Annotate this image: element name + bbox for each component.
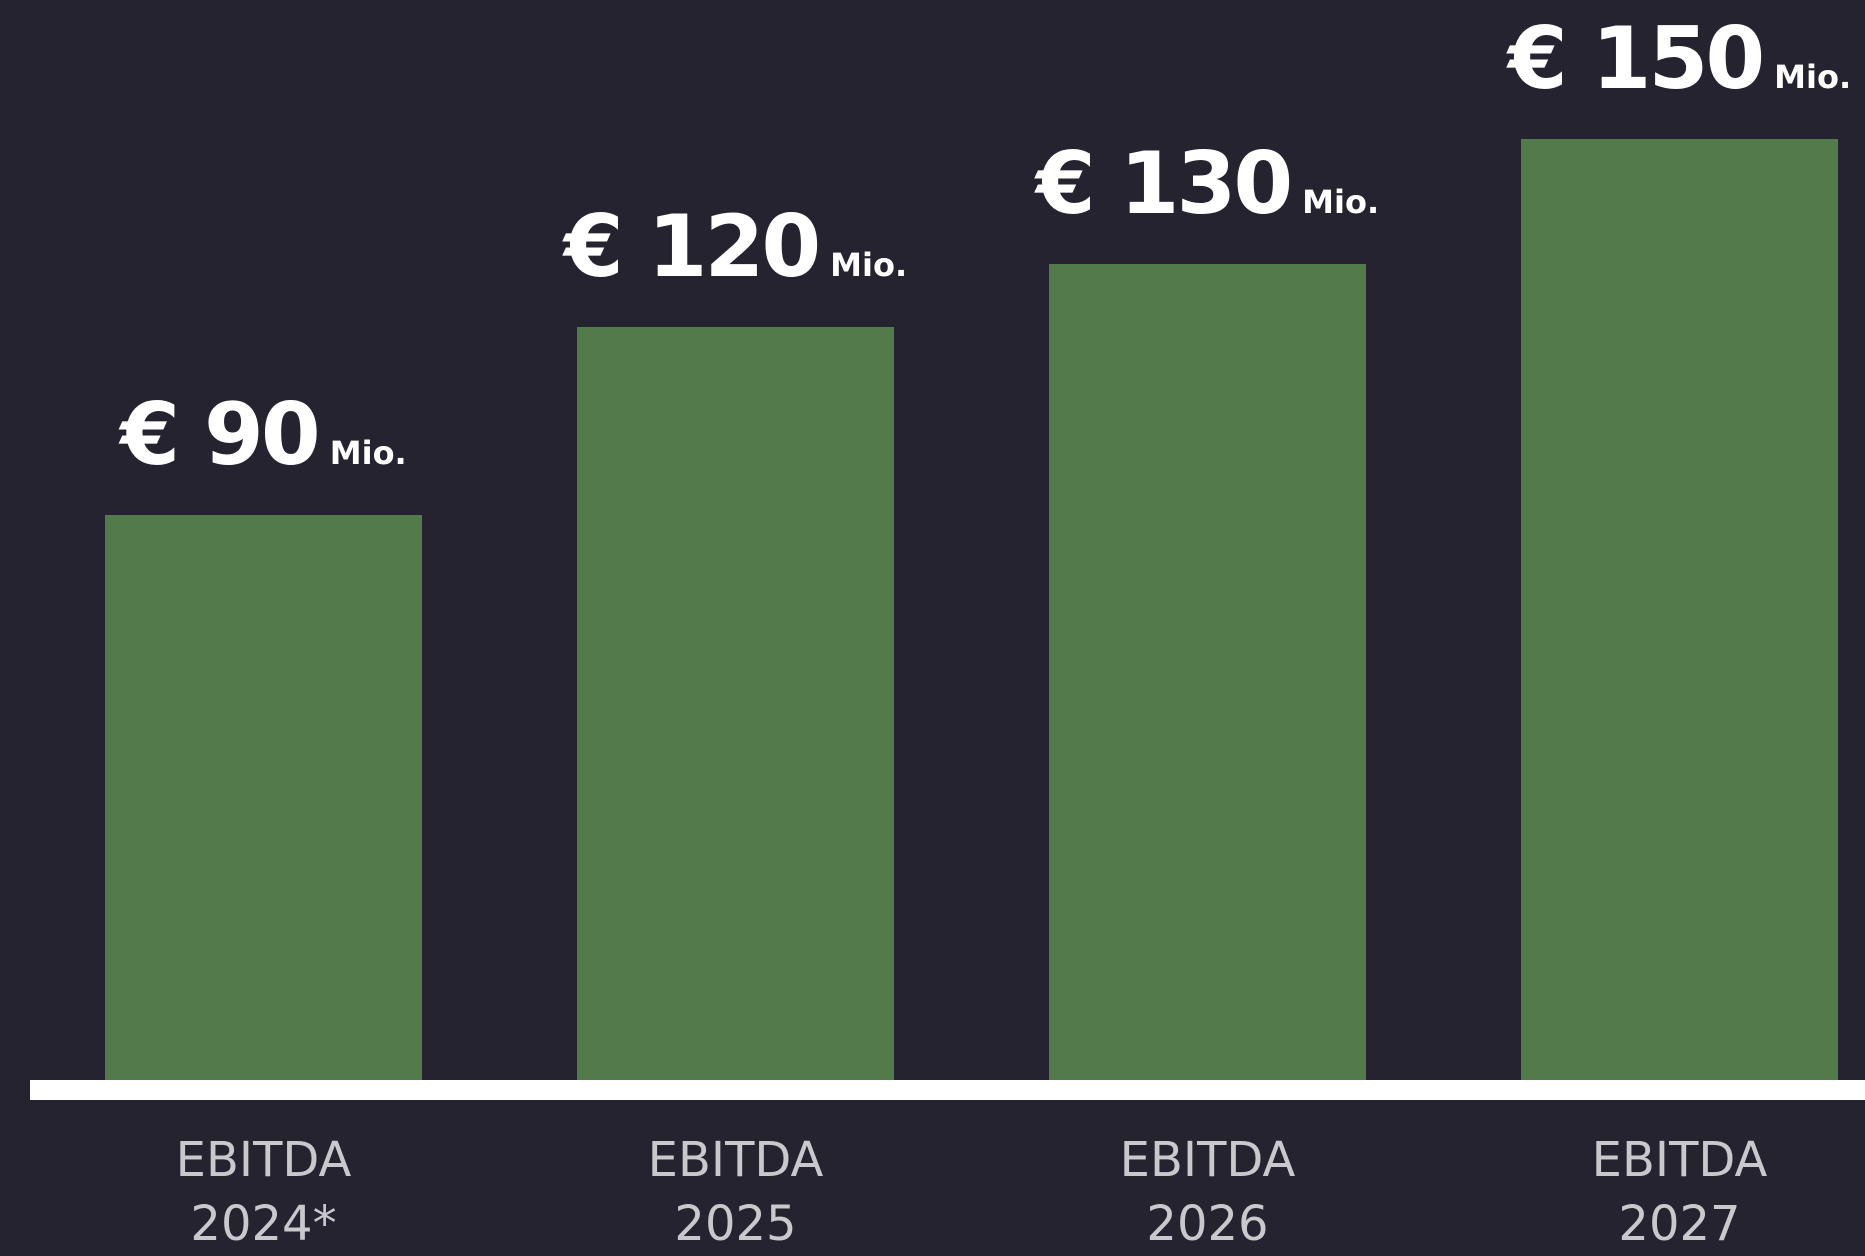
bar xyxy=(577,327,894,1080)
value-label: € 130 xyxy=(1036,134,1290,234)
x-tick-label: EBITDA 2025 xyxy=(606,1128,866,1256)
data-label: € 150 Mio. xyxy=(1430,9,1865,109)
baseline xyxy=(30,1080,1865,1100)
data-label: € 130 Mio. xyxy=(958,134,1458,234)
data-label: € 120 Mio. xyxy=(486,197,986,297)
x-tick-label: EBITDA 2024* xyxy=(134,1128,394,1256)
value-label: € 120 xyxy=(564,197,818,297)
bar xyxy=(1521,139,1838,1080)
bar xyxy=(1049,264,1366,1080)
value-label: € 90 xyxy=(120,385,317,485)
unit-label: Mio. xyxy=(330,434,407,472)
x-tick-label: EBITDA 2027 xyxy=(1550,1128,1810,1256)
bar xyxy=(105,515,422,1080)
x-tick-label: EBITDA 2026 xyxy=(1078,1128,1338,1256)
unit-label: Mio. xyxy=(1302,183,1379,221)
unit-label: Mio. xyxy=(830,246,907,284)
data-label: € 90 Mio. xyxy=(14,385,514,485)
value-label: € 150 xyxy=(1508,9,1762,109)
unit-label: Mio. xyxy=(1774,58,1851,96)
